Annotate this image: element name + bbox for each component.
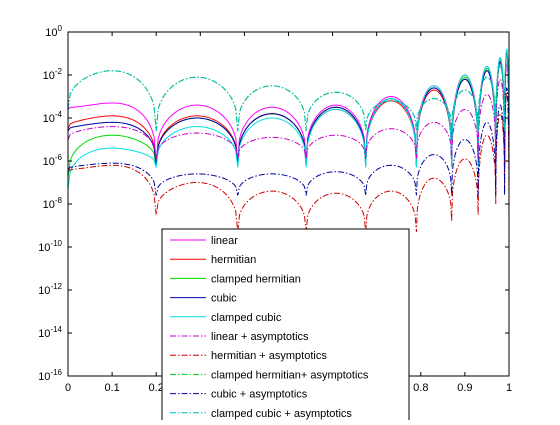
legend: linear hermitian clamped hermitian cubic cla… [161, 228, 410, 425]
y-tick-label-base: 10 [38, 242, 50, 254]
x-tick-label: 0.1 [104, 382, 119, 394]
legend-label: clamped cubic [211, 312, 282, 324]
y-tick-label-exponent: -16 [50, 368, 62, 377]
y-tick-label-base: 10 [43, 156, 55, 168]
legend-label: linear + asymptotics [211, 331, 309, 343]
y-tick-label: 10-6 [43, 153, 63, 168]
x-tick-label: 0.2 [149, 382, 164, 394]
y-tick-label: 10-4 [43, 110, 63, 125]
y-tick-label-base: 10 [38, 285, 50, 297]
legend-label: clamped hermitian [211, 273, 301, 285]
y-tick-label: 10-12 [38, 282, 62, 297]
y-tick-label-exponent: 0 [58, 24, 63, 33]
y-tick-label: 100 [45, 24, 62, 39]
series-line-9 [68, 87, 509, 196]
y-tick-label: 10-14 [38, 325, 62, 340]
x-tick-label: 0 [65, 382, 71, 394]
x-tick-label: 0.8 [413, 382, 428, 394]
y-tick-label-exponent: -6 [55, 153, 63, 162]
legend-label: hermitian [211, 254, 256, 266]
y-tick-label-base: 10 [45, 27, 57, 39]
legend-box [161, 228, 410, 425]
y-tick-label: 10-8 [43, 196, 63, 211]
y-tick-label-base: 10 [43, 199, 55, 211]
y-tick-label-base: 10 [43, 113, 55, 125]
y-tick-label-base: 10 [38, 371, 50, 383]
legend-label: linear [211, 235, 238, 247]
y-tick-label-exponent: -12 [50, 282, 62, 291]
y-tick-label-exponent: -14 [50, 325, 62, 334]
series-line-6 [68, 63, 509, 159]
legend-label: clamped hermitian+ asymptotics [211, 369, 369, 381]
x-tick-label: 0.9 [457, 382, 472, 394]
series-layer [68, 48, 509, 233]
y-tick-label-exponent: -4 [55, 110, 63, 119]
y-tick-label-base: 10 [43, 70, 55, 82]
legend-label: clamped cubic + asymptotics [211, 408, 352, 420]
y-tick-label-base: 10 [38, 328, 50, 340]
series-line-5 [68, 48, 509, 190]
y-tick-label: 10-10 [38, 239, 62, 254]
x-tick-label: 1 [506, 382, 512, 394]
series-line-10 [68, 55, 509, 131]
legend-label: cubic + asymptotics [211, 389, 308, 401]
legend-label: cubic [211, 293, 237, 305]
y-tick-label-exponent: -2 [55, 67, 63, 76]
y-tick-label: 10-16 [38, 368, 62, 383]
y-tick-label-exponent: -8 [55, 196, 63, 205]
legend-label: hermitian + asymptotics [211, 350, 327, 362]
y-tick-label: 10-2 [43, 67, 63, 82]
series-line-7 [68, 91, 509, 233]
y-tick-label-exponent: -10 [50, 239, 62, 248]
